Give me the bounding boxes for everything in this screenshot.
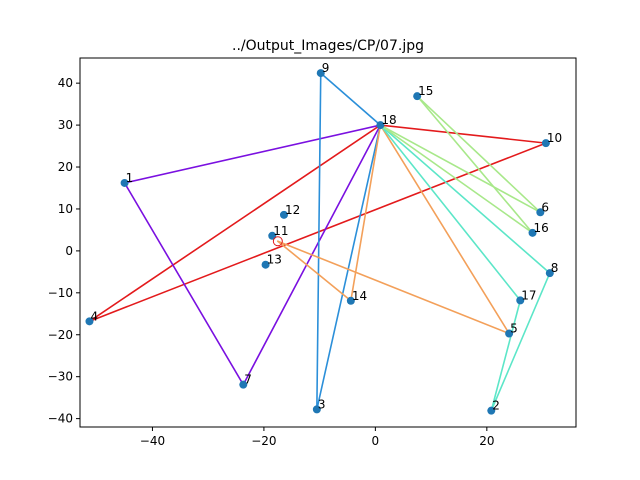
segment-1-18 [123, 124, 382, 184]
point-label-16: 16 [534, 221, 549, 235]
data-point-7 [239, 380, 248, 389]
x-tick-label: −20 [251, 434, 276, 448]
x-tick-label: 20 [479, 434, 494, 448]
point-label-15: 15 [418, 84, 433, 98]
y-tick-label: 30 [58, 118, 73, 132]
point-label-2: 2 [492, 399, 500, 413]
point-label-7: 7 [244, 373, 252, 387]
data-point-2 [487, 406, 496, 415]
data-points [85, 69, 554, 415]
data-point-5 [505, 329, 514, 338]
point-label-5: 5 [510, 321, 518, 335]
segment-9-3 [316, 72, 322, 411]
data-point-16 [528, 228, 537, 237]
point-label-14: 14 [352, 289, 367, 303]
point-label-3: 3 [318, 397, 326, 411]
data-point-8 [545, 269, 554, 278]
x-tick-label: −40 [140, 434, 165, 448]
data-point-13 [261, 260, 270, 269]
point-label-9: 9 [322, 61, 330, 75]
data-point-A [272, 236, 283, 247]
y-tick-label: 0 [65, 244, 73, 258]
y-tick-label: 40 [58, 76, 73, 90]
y-tick-label: 10 [58, 202, 73, 216]
data-point-6 [536, 208, 545, 217]
segment-4-18 [88, 124, 382, 323]
data-point-18 [376, 121, 385, 130]
y-tick-label: −40 [48, 412, 73, 426]
y-tick-label: −10 [48, 286, 73, 300]
segment-5-18 [379, 124, 510, 335]
segment-18-6 [379, 124, 542, 214]
data-point-1 [120, 178, 129, 187]
segment-15-6 [416, 95, 542, 214]
point-label-6: 6 [541, 200, 549, 214]
data-point-15 [413, 92, 422, 101]
segment-18-16 [379, 124, 534, 234]
segment-14-A [277, 240, 352, 302]
point-label-11: 11 [273, 224, 288, 238]
segment-A-5 [277, 240, 510, 335]
connecting-segments [88, 72, 551, 412]
segment-1-7 [123, 182, 245, 386]
y-tick-label: −30 [48, 370, 73, 384]
segment-18-10 [379, 124, 547, 144]
data-point-12 [279, 210, 288, 219]
point-label-18: 18 [381, 113, 396, 127]
chart-title: ../Output_Images/CP/07.jpg [232, 38, 424, 54]
point-label-12: 12 [285, 203, 300, 217]
segment-18-17 [379, 124, 522, 302]
segment-3-18 [316, 124, 382, 411]
point-label-8: 8 [551, 261, 559, 275]
segment-9-18 [319, 72, 382, 126]
axes: −40 −20 0 20 −40 −30 −20 −10 0 10 20 30 40 [48, 57, 577, 448]
data-point-17 [516, 296, 525, 305]
segment-18-8 [379, 124, 551, 274]
data-point-10 [541, 139, 550, 148]
y-tick-label: −20 [48, 328, 73, 342]
segment-17-2 [490, 299, 522, 412]
x-tick-label: 0 [372, 434, 380, 448]
segment-15-16 [416, 95, 534, 234]
point-label-10: 10 [547, 131, 562, 145]
data-point-3 [312, 405, 321, 414]
data-point-9 [316, 69, 325, 78]
plot-frame [79, 57, 577, 428]
segment-10-4 [88, 142, 547, 323]
segment-8-2 [490, 272, 551, 412]
point-label-4: 4 [90, 309, 98, 323]
point-label-13: 13 [267, 253, 282, 267]
point-label-1: 1 [126, 171, 134, 185]
data-point-4 [85, 317, 94, 326]
point-label-17: 17 [521, 288, 536, 302]
data-point-14 [346, 296, 355, 305]
y-tick-label: 20 [58, 160, 73, 174]
